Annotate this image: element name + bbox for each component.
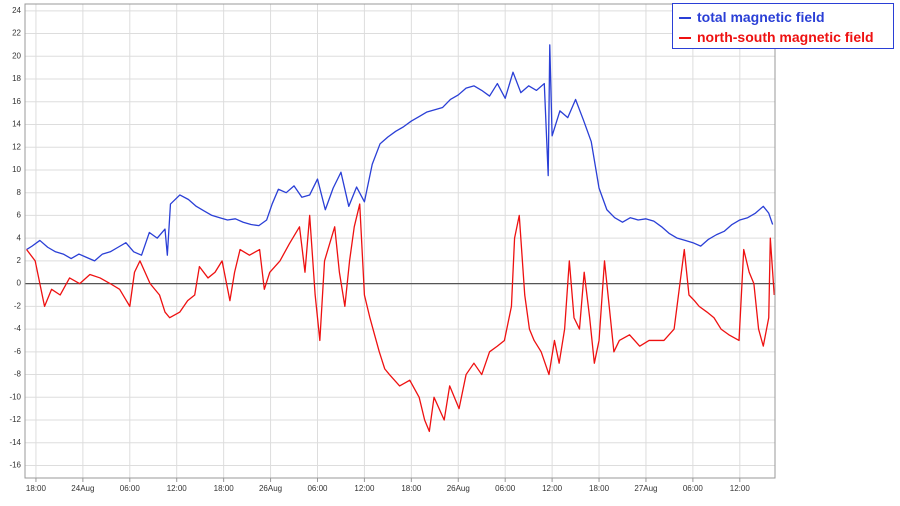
tick-labels: -16-14-12-10-8-6-4-202468101214161820222… — [9, 6, 750, 493]
x-tick-label: 18:00 — [214, 484, 235, 493]
x-tick-label: 12:00 — [730, 484, 751, 493]
x-tick-label: 12:00 — [167, 484, 188, 493]
y-tick-label: 14 — [12, 120, 21, 129]
x-tick-label: 18:00 — [589, 484, 610, 493]
y-tick-label: 2 — [17, 256, 22, 265]
x-tick-label: 12:00 — [542, 484, 563, 493]
legend-label: north-south magnetic field — [697, 29, 874, 45]
x-tick-label: 06:00 — [307, 484, 328, 493]
grid — [25, 4, 775, 482]
y-tick-label: 12 — [12, 142, 21, 151]
legend-entry: north-south magnetic field — [679, 27, 887, 47]
y-tick-label: 0 — [17, 279, 22, 288]
legend-entry: total magnetic field — [679, 7, 887, 27]
legend: total magnetic field north-south magnetic… — [672, 3, 894, 49]
y-tick-label: -10 — [9, 392, 21, 401]
x-tick-label: 18:00 — [26, 484, 47, 493]
y-tick-label: 4 — [17, 233, 22, 242]
legend-label: total magnetic field — [697, 9, 825, 25]
y-tick-label: -8 — [14, 370, 22, 379]
x-tick-label: 06:00 — [683, 484, 704, 493]
legend-swatch — [679, 37, 691, 40]
y-tick-label: 20 — [12, 51, 21, 60]
data-line — [26, 44, 774, 262]
y-tick-label: 10 — [12, 165, 21, 174]
y-tick-label: 24 — [12, 6, 21, 15]
x-tick-label: 27Aug — [634, 484, 657, 493]
x-tick-label: 06:00 — [495, 484, 516, 493]
y-tick-label: 18 — [12, 74, 21, 83]
y-tick-label: 6 — [17, 211, 22, 220]
y-tick-label: -14 — [9, 438, 21, 447]
y-tick-label: 8 — [17, 188, 22, 197]
legend-swatch — [679, 17, 691, 20]
x-tick-label: 12:00 — [354, 484, 375, 493]
x-tick-label: 18:00 — [401, 484, 422, 493]
y-tick-label: -16 — [9, 461, 21, 470]
y-tick-label: 22 — [12, 29, 21, 38]
y-tick-label: -12 — [9, 415, 21, 424]
data-line — [26, 203, 775, 433]
x-tick-label: 06:00 — [120, 484, 141, 493]
x-tick-label: 24Aug — [71, 484, 94, 493]
x-tick-label: 26Aug — [259, 484, 282, 493]
y-tick-label: -6 — [14, 347, 22, 356]
x-tick-label: 26Aug — [447, 484, 470, 493]
plot-frame — [24, 3, 776, 479]
y-tick-label: 16 — [12, 97, 21, 106]
y-tick-label: -2 — [14, 301, 22, 310]
plot-lines — [26, 44, 775, 433]
y-tick-label: -4 — [14, 324, 22, 333]
